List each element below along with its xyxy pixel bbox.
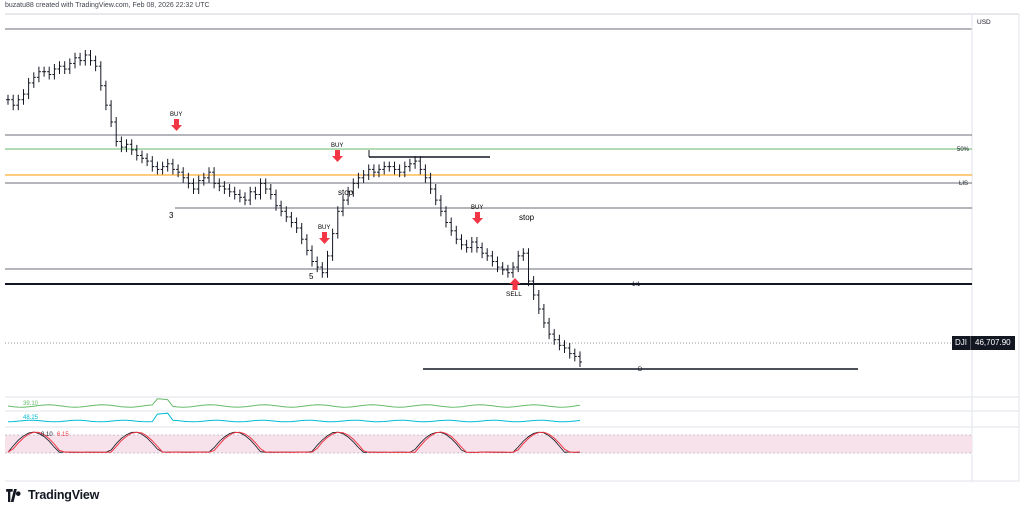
buy-arrow-4 bbox=[472, 212, 483, 224]
ind2-value: 48.25 bbox=[23, 415, 39, 421]
symbol-label: DJI bbox=[952, 336, 970, 350]
buy-arrow-3 bbox=[319, 232, 330, 244]
last-price-value: 46,707.90 bbox=[970, 336, 1015, 350]
label-target: D bbox=[638, 367, 643, 373]
buy-label-4: BUY bbox=[471, 205, 483, 211]
chart-frame bbox=[5, 14, 1019, 481]
sell-label: SELL bbox=[506, 291, 522, 298]
stoch-band bbox=[5, 435, 972, 453]
rsi-value: 39.10 bbox=[23, 401, 39, 407]
label-lis: LIS bbox=[959, 181, 968, 187]
stoch-d-value: 6.15 bbox=[57, 432, 69, 438]
tradingview-logo[interactable]: TradingView bbox=[6, 488, 99, 502]
last-price-tag: DJI 46,707.90 bbox=[952, 336, 1015, 350]
level-labels: 50% LIS 1:1 D bbox=[632, 147, 970, 373]
stop-label-1: stop bbox=[338, 188, 354, 197]
buy-label-1: BUY bbox=[170, 112, 182, 118]
indicator-secondary: 48.25 bbox=[8, 413, 580, 422]
label-fib50: 50% bbox=[957, 147, 970, 153]
buy-label-3: BUY bbox=[318, 225, 330, 231]
stop-label-2: stop bbox=[519, 213, 535, 222]
sell-arrow bbox=[510, 278, 521, 290]
wave-5-label: 5 bbox=[309, 272, 314, 281]
buy-arrow-2 bbox=[332, 150, 343, 162]
indicator-stochastic: 8.10 6.15 bbox=[5, 432, 972, 453]
tradingview-logo-icon bbox=[6, 489, 23, 502]
buy-label-2: BUY bbox=[331, 143, 343, 149]
brand-name: TradingView bbox=[28, 488, 99, 502]
buy-arrow-1 bbox=[171, 119, 182, 131]
label-one-to-one: 1:1 bbox=[632, 282, 641, 288]
wave-3-label: 3 bbox=[169, 211, 174, 220]
trade-annotations: BUY BUY BUY BUY SELL stop stop 3 5 bbox=[169, 112, 535, 298]
horizontal-levels bbox=[5, 135, 972, 369]
stoch-k-value: 8.10 bbox=[41, 432, 53, 438]
indicator-rsi: 39.10 bbox=[8, 399, 580, 407]
